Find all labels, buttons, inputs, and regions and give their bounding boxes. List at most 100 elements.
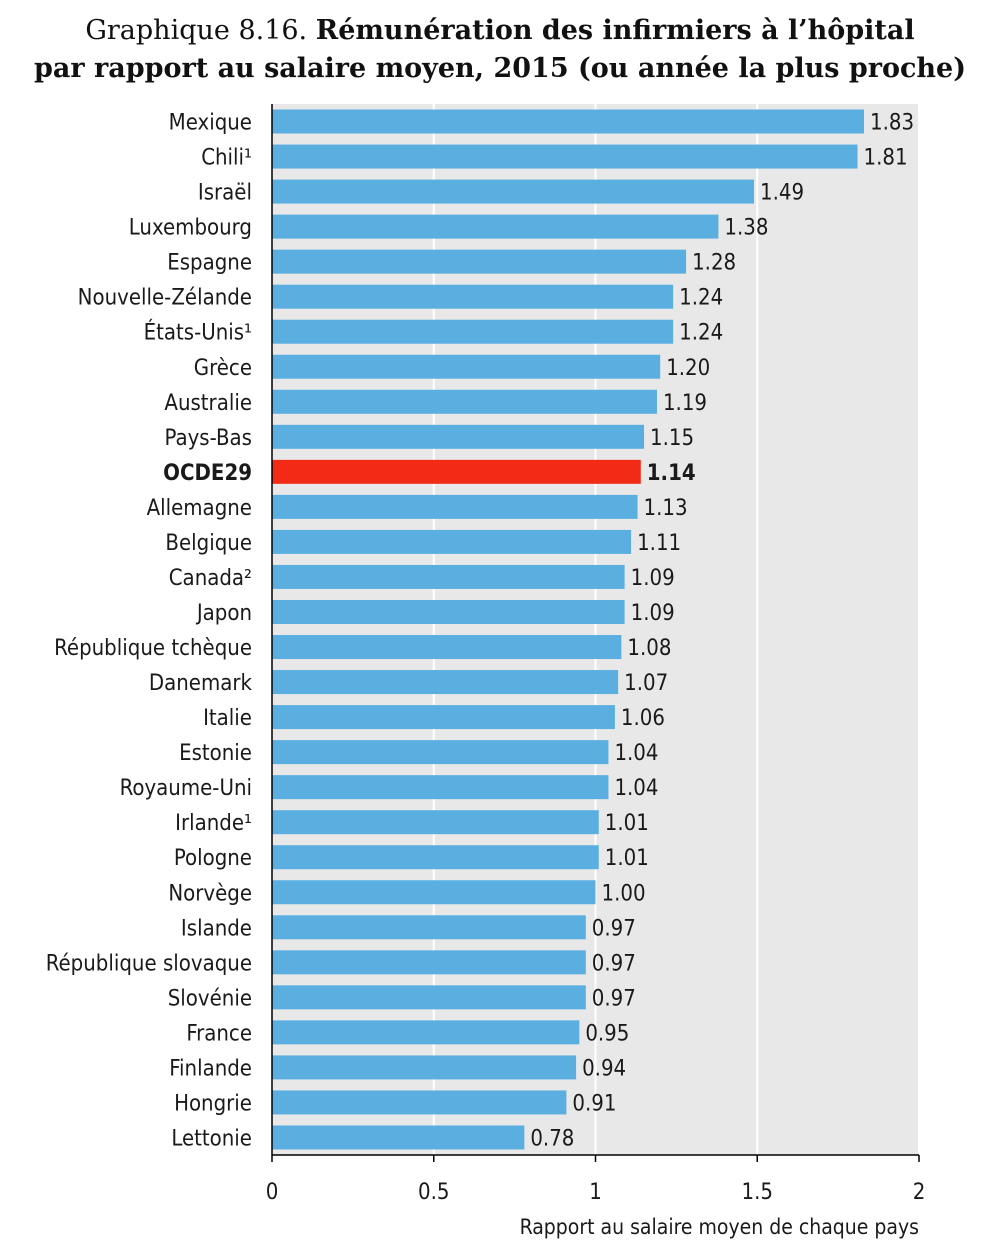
bar-6 <box>272 319 674 344</box>
bar-24 <box>272 950 586 975</box>
value-label-11: 1.13 <box>644 496 688 521</box>
bar-27 <box>272 1055 577 1080</box>
bar-10 <box>272 459 641 484</box>
value-label-18: 1.04 <box>614 741 658 766</box>
category-label-26: France <box>186 1021 252 1046</box>
value-label-4: 1.28 <box>692 251 736 276</box>
bar-15 <box>272 635 622 660</box>
value-label-22: 1.00 <box>602 881 646 906</box>
value-label-27: 0.94 <box>582 1056 626 1081</box>
bar-25 <box>272 985 586 1010</box>
category-label-11: Allemagne <box>147 496 252 521</box>
category-label-3: Luxembourg <box>129 216 252 241</box>
category-label-9: Pays-Bas <box>165 426 252 451</box>
x-tick-label-2: 1 <box>589 1180 602 1205</box>
x-tick-label-4: 2 <box>913 1180 926 1205</box>
category-label-1: Chili¹ <box>201 146 252 171</box>
value-label-28: 0.91 <box>572 1091 616 1116</box>
figure-number: Graphique 8.16. <box>85 15 308 46</box>
value-label-12: 1.11 <box>637 531 681 556</box>
category-label-20: Irlande¹ <box>175 811 252 836</box>
bar-3 <box>272 214 719 239</box>
value-label-23: 0.97 <box>592 916 636 941</box>
bar-18 <box>272 740 609 765</box>
bar-20 <box>272 810 599 835</box>
category-label-22: Norvège <box>168 881 252 906</box>
category-label-12: Belgique <box>165 531 252 556</box>
value-label-15: 1.08 <box>627 636 671 661</box>
value-label-3: 1.38 <box>724 216 768 241</box>
bar-4 <box>272 249 687 274</box>
category-label-14: Japon <box>195 601 252 626</box>
bar-7 <box>272 354 661 379</box>
category-label-18: Estonie <box>179 741 252 766</box>
value-label-20: 1.01 <box>605 811 649 836</box>
bar-16 <box>272 670 619 695</box>
figure-title: Graphique 8.16. Rémunération des infirmi… <box>0 14 1000 48</box>
category-label-21: Pologne <box>174 846 252 871</box>
value-label-24: 0.97 <box>592 951 636 976</box>
category-label-25: Slovénie <box>168 986 252 1011</box>
category-label-23: Islande <box>181 916 252 941</box>
value-label-5: 1.24 <box>679 286 723 311</box>
value-label-14: 1.09 <box>631 601 675 626</box>
value-label-7: 1.20 <box>666 356 710 381</box>
bar-11 <box>272 494 638 519</box>
category-label-0: Mexique <box>169 111 252 136</box>
value-label-16: 1.07 <box>624 671 668 696</box>
value-label-25: 0.97 <box>592 986 636 1011</box>
value-label-13: 1.09 <box>631 566 675 591</box>
category-label-7: Grèce <box>194 356 252 381</box>
value-label-2: 1.49 <box>760 181 804 206</box>
category-label-8: Australie <box>164 391 252 416</box>
category-label-13: Canada² <box>169 566 252 591</box>
bar-29 <box>272 1125 525 1150</box>
value-label-17: 1.06 <box>621 706 665 731</box>
category-label-10: OCDE29 <box>163 461 252 486</box>
bar-26 <box>272 1020 580 1045</box>
bar-17 <box>272 705 615 730</box>
value-label-19: 1.04 <box>614 776 658 801</box>
bar-23 <box>272 915 586 940</box>
bar-5 <box>272 284 674 309</box>
bar-22 <box>272 880 596 905</box>
bar-2 <box>272 179 755 204</box>
x-axis-label: Rapport au salaire moyen de chaque pays <box>520 1215 919 1239</box>
category-label-15: République tchèque <box>54 636 252 661</box>
category-label-4: Espagne <box>167 251 252 276</box>
category-label-29: Lettonie <box>171 1126 252 1151</box>
value-label-10: 1.14 <box>647 461 696 486</box>
category-label-19: Royaume-Uni <box>120 776 252 801</box>
category-label-24: République slovaque <box>46 951 252 976</box>
bar-8 <box>272 389 657 414</box>
value-label-8: 1.19 <box>663 391 707 416</box>
x-tick-label-1: 0.5 <box>418 1180 449 1205</box>
category-label-17: Italie <box>203 706 252 731</box>
bar-21 <box>272 845 599 870</box>
x-tick-label-3: 1.5 <box>742 1180 773 1205</box>
figure-title-line1: Rémunération des infirmiers à l’hôpital <box>315 15 915 46</box>
category-label-16: Danemark <box>149 671 253 696</box>
category-label-27: Finlande <box>169 1056 252 1081</box>
bar-14 <box>272 599 625 624</box>
bar-28 <box>272 1090 567 1115</box>
bar-19 <box>272 775 609 800</box>
value-label-29: 0.78 <box>530 1126 574 1151</box>
bar-1 <box>272 144 858 169</box>
value-label-21: 1.01 <box>605 846 649 871</box>
category-label-28: Hongrie <box>174 1091 252 1116</box>
value-label-9: 1.15 <box>650 426 694 451</box>
bar-9 <box>272 424 645 449</box>
value-label-26: 0.95 <box>585 1021 629 1046</box>
figure-title-line2: par rapport au salaire moyen, 2015 (ou a… <box>33 53 966 84</box>
category-label-5: Nouvelle-Zélande <box>78 286 252 311</box>
value-label-0: 1.83 <box>870 111 914 136</box>
value-label-1: 1.81 <box>864 146 908 171</box>
bar-12 <box>272 529 632 554</box>
bar-13 <box>272 564 625 589</box>
bar-0 <box>272 109 865 134</box>
category-label-6: États-Unis¹ <box>144 320 252 346</box>
x-tick-label-0: 0 <box>266 1180 279 1205</box>
value-label-6: 1.24 <box>679 321 723 346</box>
